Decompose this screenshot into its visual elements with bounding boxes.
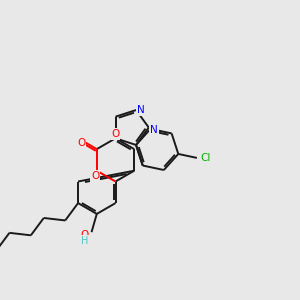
Text: O: O (81, 230, 89, 240)
Text: N: N (137, 105, 144, 115)
Text: O: O (91, 171, 99, 181)
Text: O: O (111, 129, 120, 139)
Text: Cl: Cl (200, 153, 211, 163)
Text: H: H (81, 236, 88, 246)
Text: N: N (150, 125, 158, 135)
Text: O: O (77, 138, 85, 148)
